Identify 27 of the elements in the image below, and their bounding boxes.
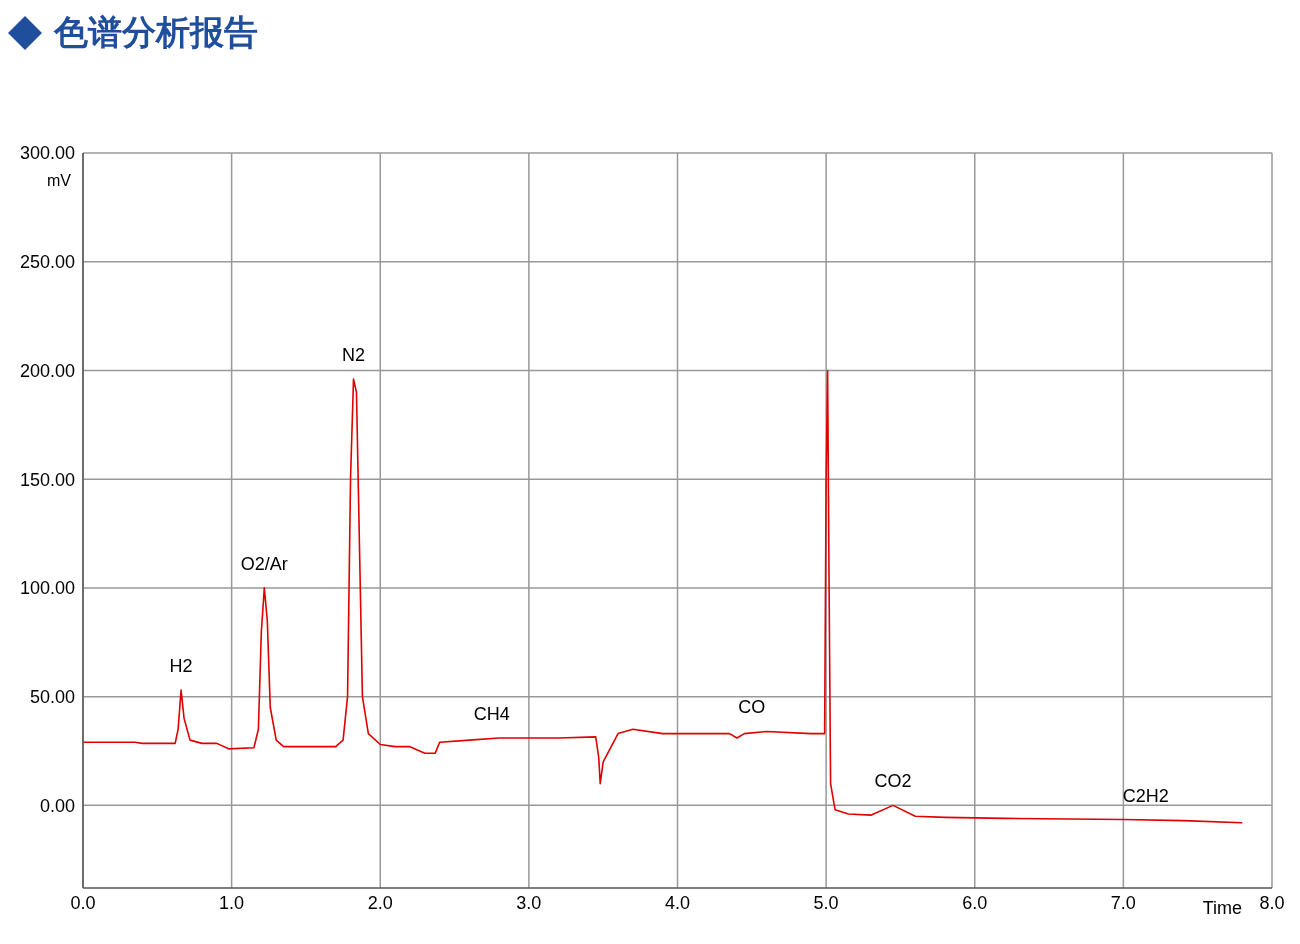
annotation: H2 xyxy=(169,656,193,677)
y-tick-label: 50.00 xyxy=(29,687,75,708)
x-tick-label: 7.0 xyxy=(1110,892,1136,913)
x-tick-label: 5.0 xyxy=(813,892,839,913)
x-axis-title: Time xyxy=(1202,898,1242,918)
chart-title: 色谱分析报告 xyxy=(54,11,258,54)
annotation: CH4 xyxy=(473,703,510,724)
x-tick-label: 6.0 xyxy=(962,892,988,913)
x-tick-label: 0.0 xyxy=(70,892,96,913)
y-tick-label: 150.00 xyxy=(19,469,75,490)
line-series xyxy=(83,369,1244,824)
annotation: C2H2 xyxy=(1122,785,1169,806)
x-tick-label: 3.0 xyxy=(516,892,542,913)
y-tick-label: 200.00 xyxy=(19,360,75,381)
annotation: CO xyxy=(738,697,766,718)
y-axis-title: mV xyxy=(47,172,72,189)
x-tick-label: 1.0 xyxy=(219,892,245,913)
annotation: CO2 xyxy=(874,771,912,792)
y-tick-label: 100.00 xyxy=(19,578,75,599)
y-tick-label: 250.00 xyxy=(19,252,75,273)
x-tick-label: 2.0 xyxy=(367,892,393,913)
annotation: O2/Ar xyxy=(240,553,288,574)
y-tick-label: 300.00 xyxy=(19,143,75,164)
x-tick-label: 4.0 xyxy=(664,892,691,913)
annotation: N2 xyxy=(341,345,366,366)
y-tick-label: 0.00 xyxy=(39,795,75,816)
x-tick-label: 8.0 xyxy=(1259,892,1285,913)
